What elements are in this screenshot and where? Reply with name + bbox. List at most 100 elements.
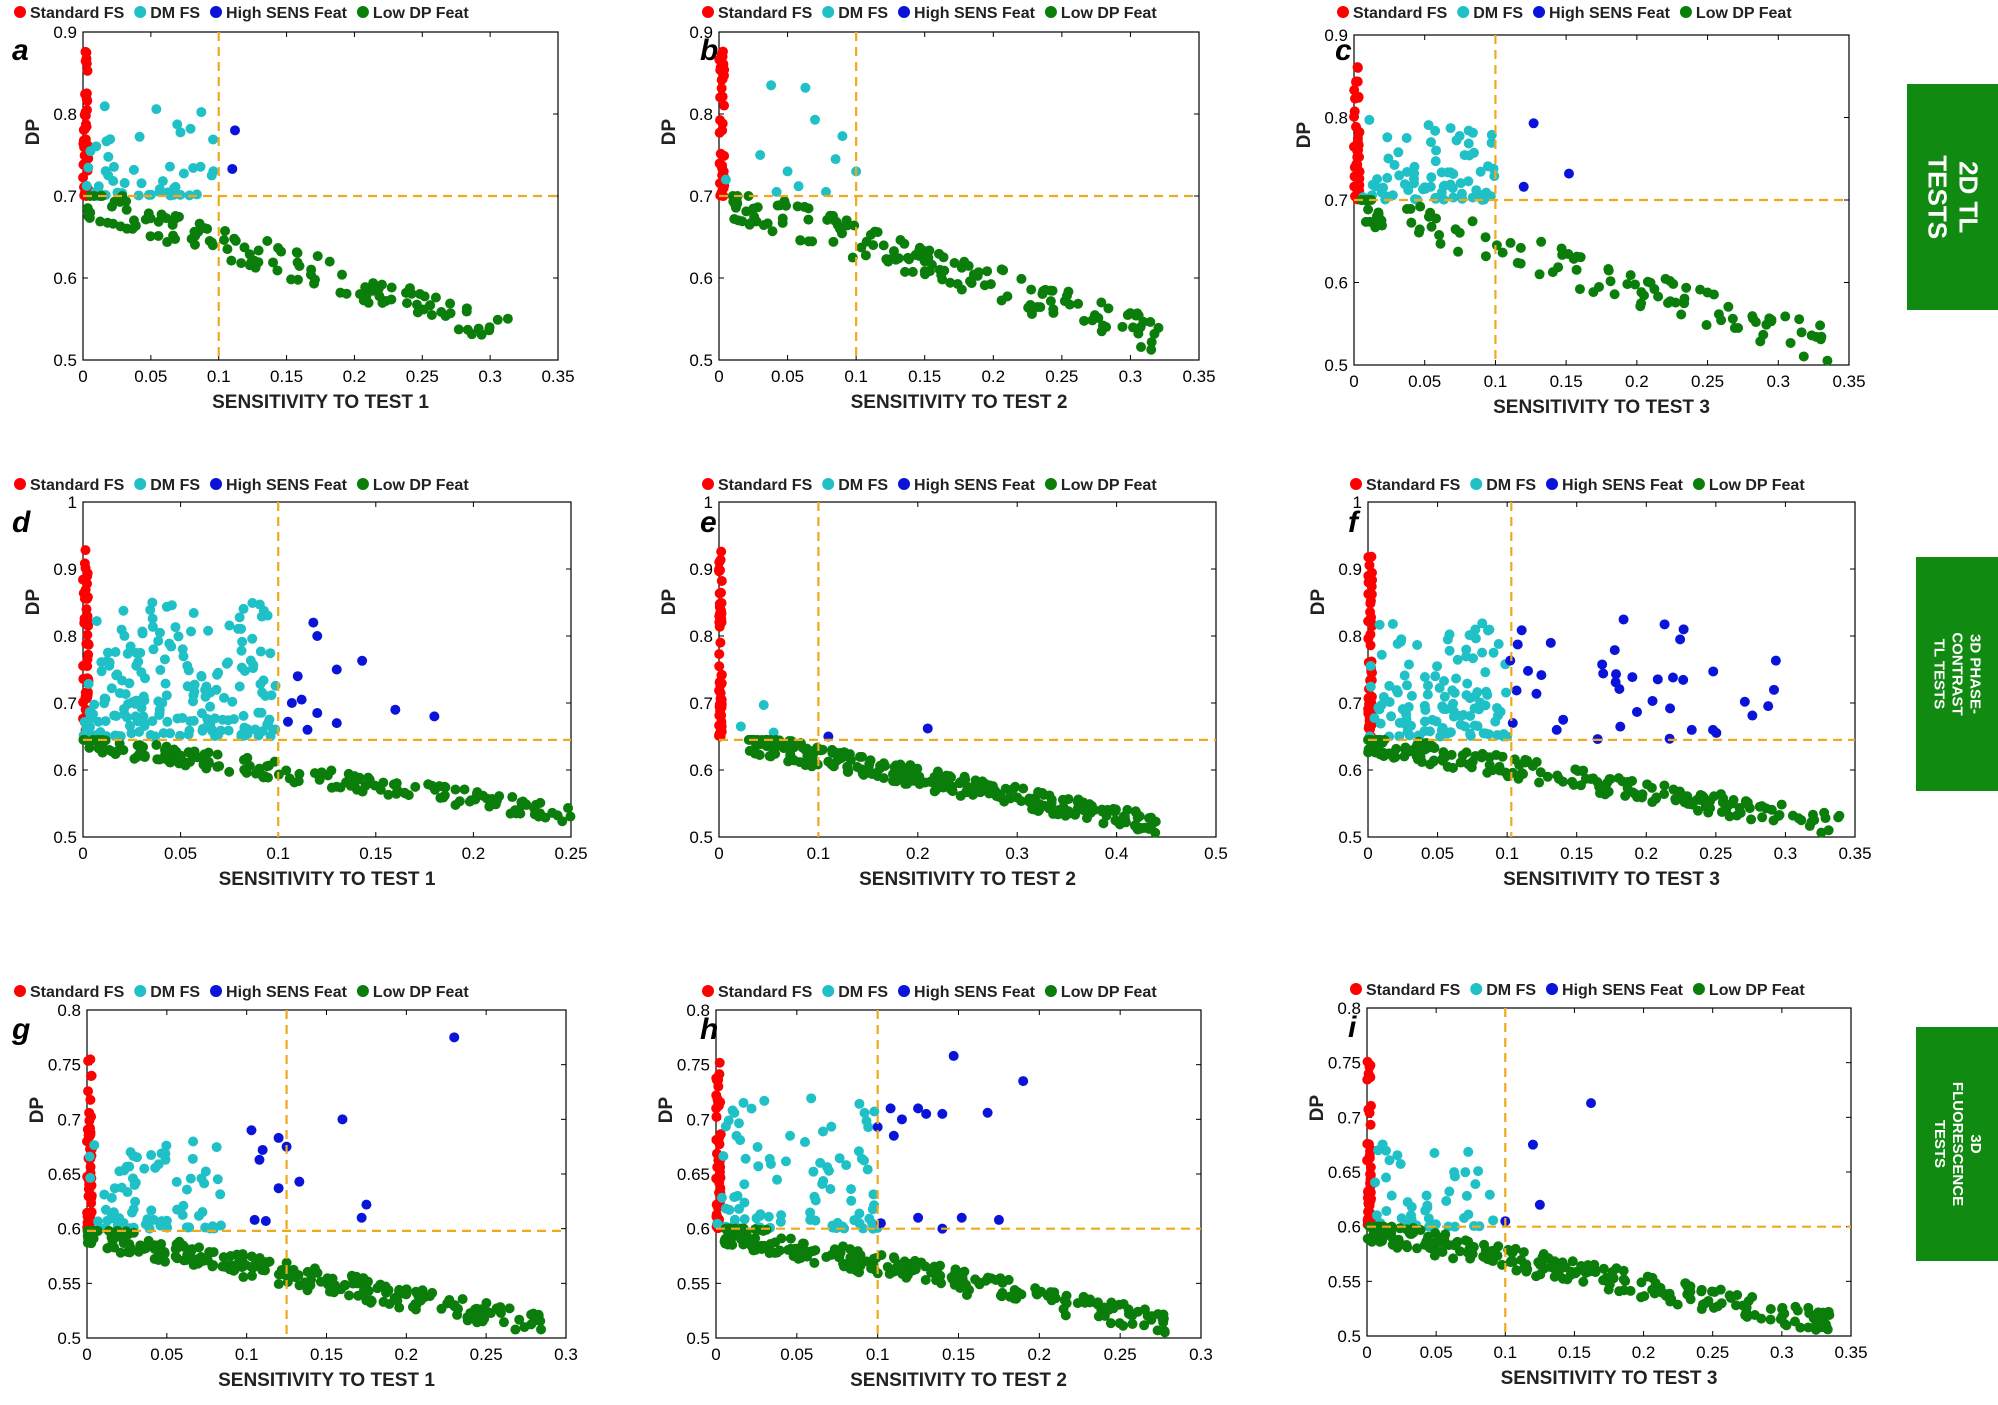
data-point bbox=[869, 1106, 880, 1117]
data-point bbox=[1741, 1302, 1752, 1313]
data-point bbox=[777, 217, 788, 228]
data-point bbox=[1434, 230, 1445, 241]
data-point bbox=[238, 710, 249, 721]
data-point bbox=[1455, 178, 1466, 189]
data-point bbox=[752, 1142, 763, 1153]
y-tick-label: 0.75 bbox=[677, 1056, 710, 1075]
data-point bbox=[771, 186, 782, 197]
data-point bbox=[872, 1121, 883, 1132]
data-point bbox=[227, 163, 238, 174]
y-tick-label: 0.7 bbox=[53, 694, 77, 713]
data-point bbox=[121, 196, 132, 207]
data-point bbox=[717, 73, 728, 84]
chart-panel-h: Standard FS DM FS High SENS Feat Low DP Fea… bbox=[656, 984, 1213, 1391]
data-point bbox=[937, 1108, 948, 1119]
series-low-dp-feat bbox=[78, 734, 576, 827]
data-point bbox=[154, 627, 165, 638]
data-point bbox=[1817, 1307, 1828, 1318]
legend-marker-standard bbox=[702, 6, 714, 18]
data-point bbox=[863, 762, 874, 773]
data-point bbox=[1411, 1243, 1422, 1254]
data-point bbox=[173, 631, 184, 642]
data-point bbox=[254, 1154, 265, 1165]
legend-label-standard: Standard FS bbox=[30, 5, 125, 22]
data-point bbox=[1507, 1247, 1518, 1258]
data-point bbox=[224, 766, 235, 777]
legend-label-high: High SENS Feat bbox=[1549, 5, 1671, 22]
data-point bbox=[85, 1161, 96, 1172]
x-axis-label: SENSITIVITY TO TEST 2 bbox=[859, 869, 1076, 890]
legend-marker-high bbox=[210, 478, 223, 490]
data-point bbox=[810, 114, 820, 125]
data-point bbox=[1391, 685, 1402, 696]
panel-letter: c bbox=[1335, 34, 1352, 67]
data-point bbox=[170, 1251, 181, 1262]
data-point bbox=[1431, 145, 1442, 156]
data-point bbox=[286, 274, 297, 285]
data-point bbox=[466, 329, 477, 340]
data-point bbox=[146, 189, 157, 200]
data-point bbox=[153, 696, 164, 707]
x-tick-label: 0 bbox=[1349, 372, 1358, 391]
data-point bbox=[254, 599, 265, 610]
data-point bbox=[1557, 1273, 1568, 1284]
data-point bbox=[1426, 172, 1437, 183]
data-point bbox=[262, 236, 273, 247]
data-point bbox=[81, 104, 92, 115]
data-point bbox=[234, 612, 245, 623]
legend-marker-low bbox=[1679, 6, 1692, 18]
data-point bbox=[1463, 1209, 1474, 1220]
data-point bbox=[996, 1291, 1007, 1302]
data-point bbox=[185, 1173, 196, 1184]
data-point bbox=[1363, 616, 1374, 627]
data-point bbox=[885, 1103, 896, 1114]
data-point bbox=[1153, 322, 1164, 333]
data-point bbox=[714, 54, 725, 65]
data-point bbox=[208, 1260, 219, 1271]
series-standard-fs bbox=[714, 46, 730, 201]
data-point bbox=[122, 712, 133, 723]
data-point bbox=[1495, 706, 1506, 717]
data-point bbox=[82, 1230, 93, 1241]
data-point bbox=[866, 1263, 877, 1274]
data-point bbox=[246, 1262, 257, 1273]
data-point bbox=[756, 1244, 767, 1255]
data-point bbox=[838, 1241, 849, 1252]
data-point bbox=[1749, 1310, 1760, 1321]
data-point bbox=[80, 56, 91, 67]
data-point bbox=[121, 204, 132, 215]
data-point bbox=[855, 1250, 866, 1261]
data-point bbox=[219, 692, 230, 703]
data-point bbox=[1401, 680, 1412, 691]
legend-label-high: High SENS Feat bbox=[914, 5, 1036, 22]
data-point bbox=[785, 1233, 796, 1244]
data-point bbox=[410, 1286, 421, 1297]
y-axis-label: DP bbox=[23, 118, 44, 145]
x-tick-label: 0.35 bbox=[1182, 367, 1215, 386]
y-axis-label: DP bbox=[656, 1096, 677, 1123]
data-point bbox=[153, 635, 164, 646]
data-point bbox=[1045, 296, 1056, 307]
data-point bbox=[345, 780, 356, 791]
data-point bbox=[450, 784, 461, 795]
data-point bbox=[1445, 727, 1456, 738]
data-point bbox=[714, 1069, 725, 1080]
data-point bbox=[842, 220, 853, 231]
data-point bbox=[750, 1233, 761, 1244]
y-tick-label: 0.8 bbox=[1337, 999, 1361, 1018]
data-point bbox=[224, 620, 235, 631]
data-point bbox=[1494, 761, 1505, 772]
data-point bbox=[953, 1275, 964, 1286]
data-point bbox=[1002, 291, 1013, 302]
chart-panel-b: Standard FS DM FS High SENS Feat Low DP Fea… bbox=[659, 5, 1216, 413]
data-point bbox=[1049, 1287, 1060, 1298]
data-point bbox=[1757, 812, 1768, 823]
data-point bbox=[1454, 227, 1465, 238]
data-point bbox=[1403, 659, 1414, 670]
data-point bbox=[178, 1200, 189, 1211]
data-point bbox=[312, 631, 323, 641]
data-point bbox=[177, 712, 188, 723]
data-point bbox=[770, 1237, 781, 1248]
data-point bbox=[1807, 809, 1818, 820]
data-point bbox=[386, 294, 397, 305]
